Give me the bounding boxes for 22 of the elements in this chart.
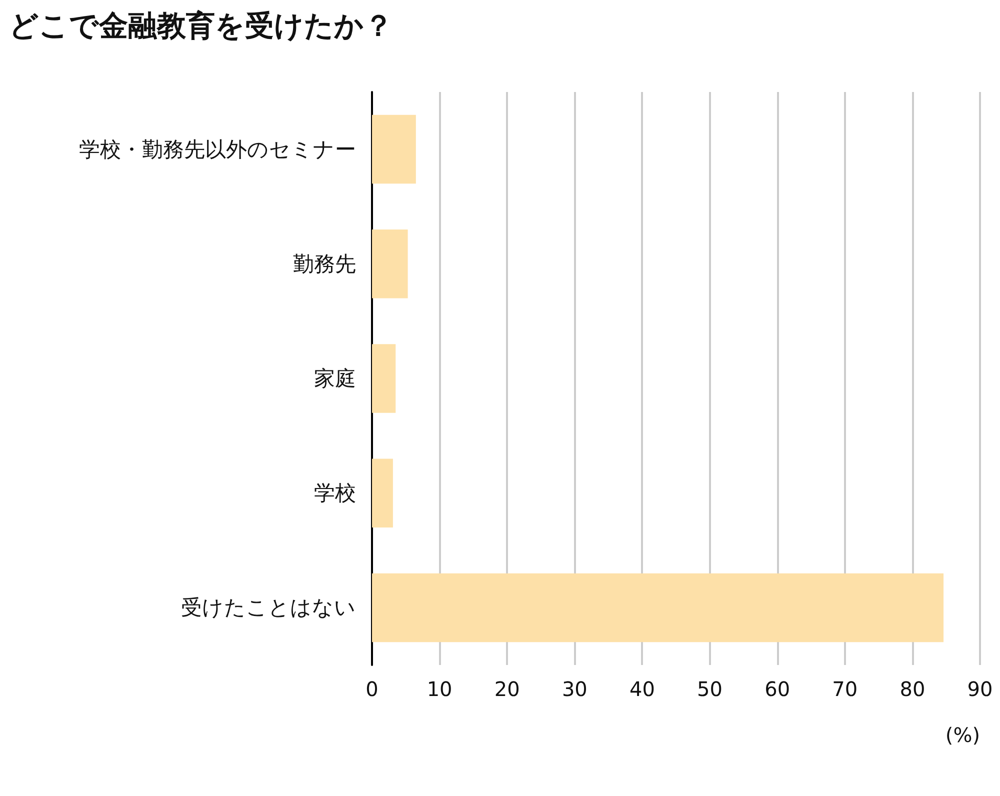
bar (372, 344, 396, 413)
x-axis-title: (%) (945, 723, 980, 747)
y-tick-label: 勤務先 (293, 252, 356, 276)
y-tick-label: 学校 (314, 481, 356, 506)
x-tick-label: 60 (764, 677, 790, 701)
y-tick-label: 学校・勤務先以外のセミナー (79, 137, 356, 162)
bar (372, 230, 408, 298)
x-tick-label: 70 (832, 677, 858, 701)
x-tick-label: 10 (426, 677, 452, 701)
x-tick-label: 30 (562, 677, 588, 701)
bar (372, 458, 393, 528)
x-tick-label: 90 (967, 677, 993, 701)
x-tick-label: 50 (697, 677, 723, 701)
x-tick-label: 80 (900, 677, 926, 701)
chart-title: どこで金融教育を受けたか？ (9, 8, 393, 42)
y-tick-label: 受けたことはない (181, 596, 356, 620)
x-tick-label: 0 (366, 677, 378, 701)
x-tick-label: 20 (494, 677, 520, 701)
y-tick-label: 家庭 (314, 366, 356, 390)
x-tick-label: 40 (629, 677, 655, 701)
bar (372, 573, 944, 642)
bar (372, 114, 416, 184)
